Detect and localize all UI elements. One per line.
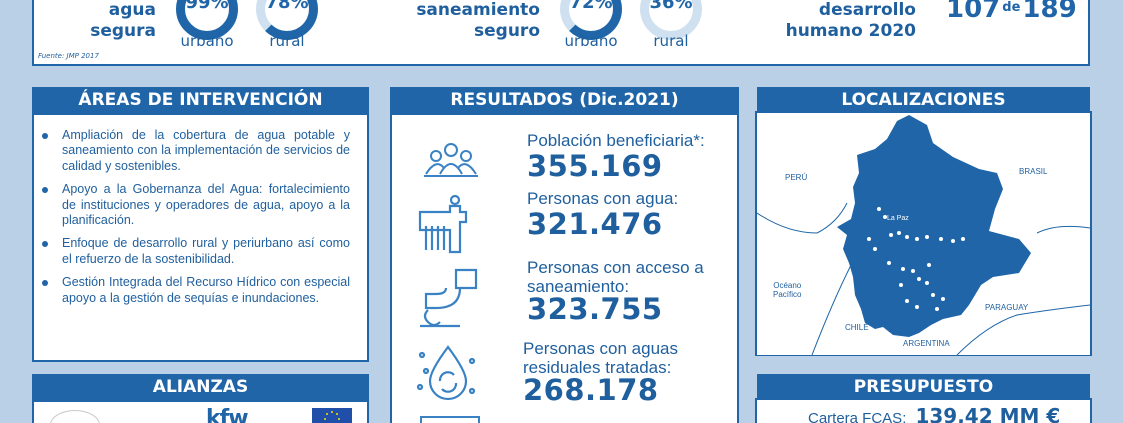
map-label-peru: PERÚ [785,173,808,182]
areas-panel [32,113,369,362]
budget-line: Cartera FCAS: 139,42 MM € [808,404,1060,423]
sanitation-rural-ring [640,0,702,40]
budget-label: Cartera FCAS: [808,410,907,423]
budget-value: 139,42 MM € [915,404,1061,423]
result-label: Población beneficiaria*: [527,131,705,150]
indicators-strip: agua segura 99% urbano 78% rural saneami… [32,0,1090,66]
water-label-line-1: agua [108,0,156,20]
map-label-la-paz: La Paz [887,215,909,222]
result-value: 355.169 [527,149,663,183]
eu-flag-icon [312,408,352,423]
water-label: agua segura [84,0,156,42]
result-value: 323.755 [527,292,663,326]
result-label: Personas con acceso a saneamiento: [527,258,704,296]
water-rural-ring [256,0,318,40]
water-urban-ring [176,0,238,40]
hdi-label-line-2: humano 2020 [785,21,916,41]
map-label-chile: CHILE [845,323,869,332]
area-item: Gestión Integrada del Recurso Hídrico co… [40,275,350,306]
hdi-rank-of: de [1002,0,1021,15]
water-tap-icon [418,194,468,254]
map-label-argentina: ARGENTINA [903,339,950,348]
hdi-label: desarrollo humano 2020 [774,0,916,42]
people-group-icon [424,143,478,177]
locations-title: LOCALIZACIONES [757,87,1090,113]
hdi-rank: 107 de189 [946,0,1077,24]
sanitation-pipe-icon [420,268,478,328]
area-item: Apoyo a la Gobernanza del Agua: fortalec… [40,182,350,228]
hdi-label-line-1: desarrollo [818,0,916,20]
result-label: Personas con aguas residuales tratadas: [523,339,678,377]
sanitation-label-line-1: saneamiento [416,0,540,20]
map-label-ocean-line-2: Pacífico [773,290,802,299]
water-urban-caption: urbano [180,32,234,50]
water-label-line-2: segura [90,21,156,41]
next-result-icon [420,416,480,423]
budget-title: PRESUPUESTO [757,374,1090,400]
result-value: 268.178 [523,373,659,407]
areas-list: Ampliación de la cobertura de agua potab… [40,128,350,314]
map: PERÚ BRASIL La Paz Océano Pacífico PARAG… [757,113,1090,355]
sanitation-label: saneamiento seguro [404,0,540,42]
eu-stars-icon [324,411,340,420]
hdi-rank-total: 189 [1022,0,1077,24]
water-rural-value: 78% [265,0,309,13]
water-recycle-icon [416,345,476,401]
sanitation-rural-caption: rural [653,32,689,50]
sanitation-rural-value: 36% [649,0,693,13]
area-item: Ampliación de la cobertura de agua potab… [40,128,350,174]
map-label-ocean-line-1: Océano [773,281,802,290]
sanitation-label-line-2: seguro [474,21,540,41]
map-label-paraguay: PARAGUAY [985,303,1029,312]
map-label-brasil: BRASIL [1019,167,1048,176]
alliances-panel [32,400,369,423]
area-item: Enfoque de desarrollo rural y periurbano… [40,236,350,267]
result-label: Personas con agua: [527,189,679,208]
alliances-title: ALIANZAS [32,374,369,400]
areas-title: ÁREAS DE INTERVENCIÓN [32,87,369,113]
partner-logo-kfw: kfw [206,406,249,423]
water-urban-value: 99% [185,0,229,13]
bolivia-map [757,115,1090,355]
results-title: RESULTADOS (Dic.2021) [390,87,739,113]
sanitation-urban-caption: urbano [564,32,618,50]
hdi-rank-value: 107 [946,0,1001,24]
source-note: Fuente: JMP 2017 [38,52,99,60]
water-rural-caption: rural [269,32,305,50]
map-label-ocean: Océano Pacífico [773,281,801,299]
sanitation-urban-value: 72% [569,0,613,13]
result-value: 321.476 [527,207,663,241]
sanitation-urban-ring [560,0,622,40]
